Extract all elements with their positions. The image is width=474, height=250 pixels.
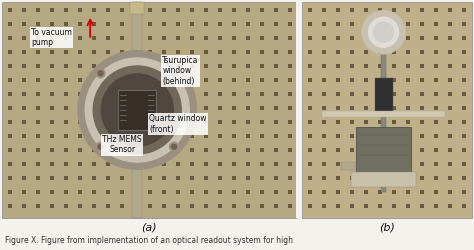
Text: To vacuum
pump: To vacuum pump [31, 28, 72, 47]
Text: Quartz window
(front): Quartz window (front) [149, 114, 207, 134]
Circle shape [98, 71, 103, 76]
Bar [351, 172, 416, 187]
Circle shape [172, 144, 176, 149]
Bar [132, 2, 142, 57]
Bar [356, 127, 411, 172]
Circle shape [362, 10, 406, 54]
Circle shape [169, 68, 179, 78]
Text: (a): (a) [141, 223, 157, 233]
Text: Figure X. Figure from implementation of an optical readout system for high: Figure X. Figure from implementation of … [5, 236, 293, 245]
Circle shape [77, 50, 197, 170]
Bar [302, 2, 472, 218]
Circle shape [169, 142, 179, 152]
Text: Tsurupica
window
(behind): Tsurupica window (behind) [162, 56, 199, 86]
Bar [322, 111, 445, 117]
Circle shape [95, 142, 106, 152]
Bar [296, 2, 302, 218]
Circle shape [93, 66, 181, 154]
Circle shape [374, 22, 393, 42]
Bar [2, 2, 296, 218]
Bar [132, 165, 142, 218]
Circle shape [95, 68, 106, 78]
Bar [374, 78, 392, 116]
Text: (b): (b) [379, 223, 395, 233]
Circle shape [101, 74, 173, 146]
Bar [118, 90, 156, 130]
Circle shape [369, 17, 399, 47]
Circle shape [85, 58, 189, 162]
Circle shape [98, 144, 103, 149]
Circle shape [172, 71, 176, 76]
Text: THz MEMS
Sensor: THz MEMS Sensor [102, 135, 142, 154]
Bar [130, 2, 144, 14]
Bar [341, 162, 356, 170]
Bar [381, 54, 386, 192]
